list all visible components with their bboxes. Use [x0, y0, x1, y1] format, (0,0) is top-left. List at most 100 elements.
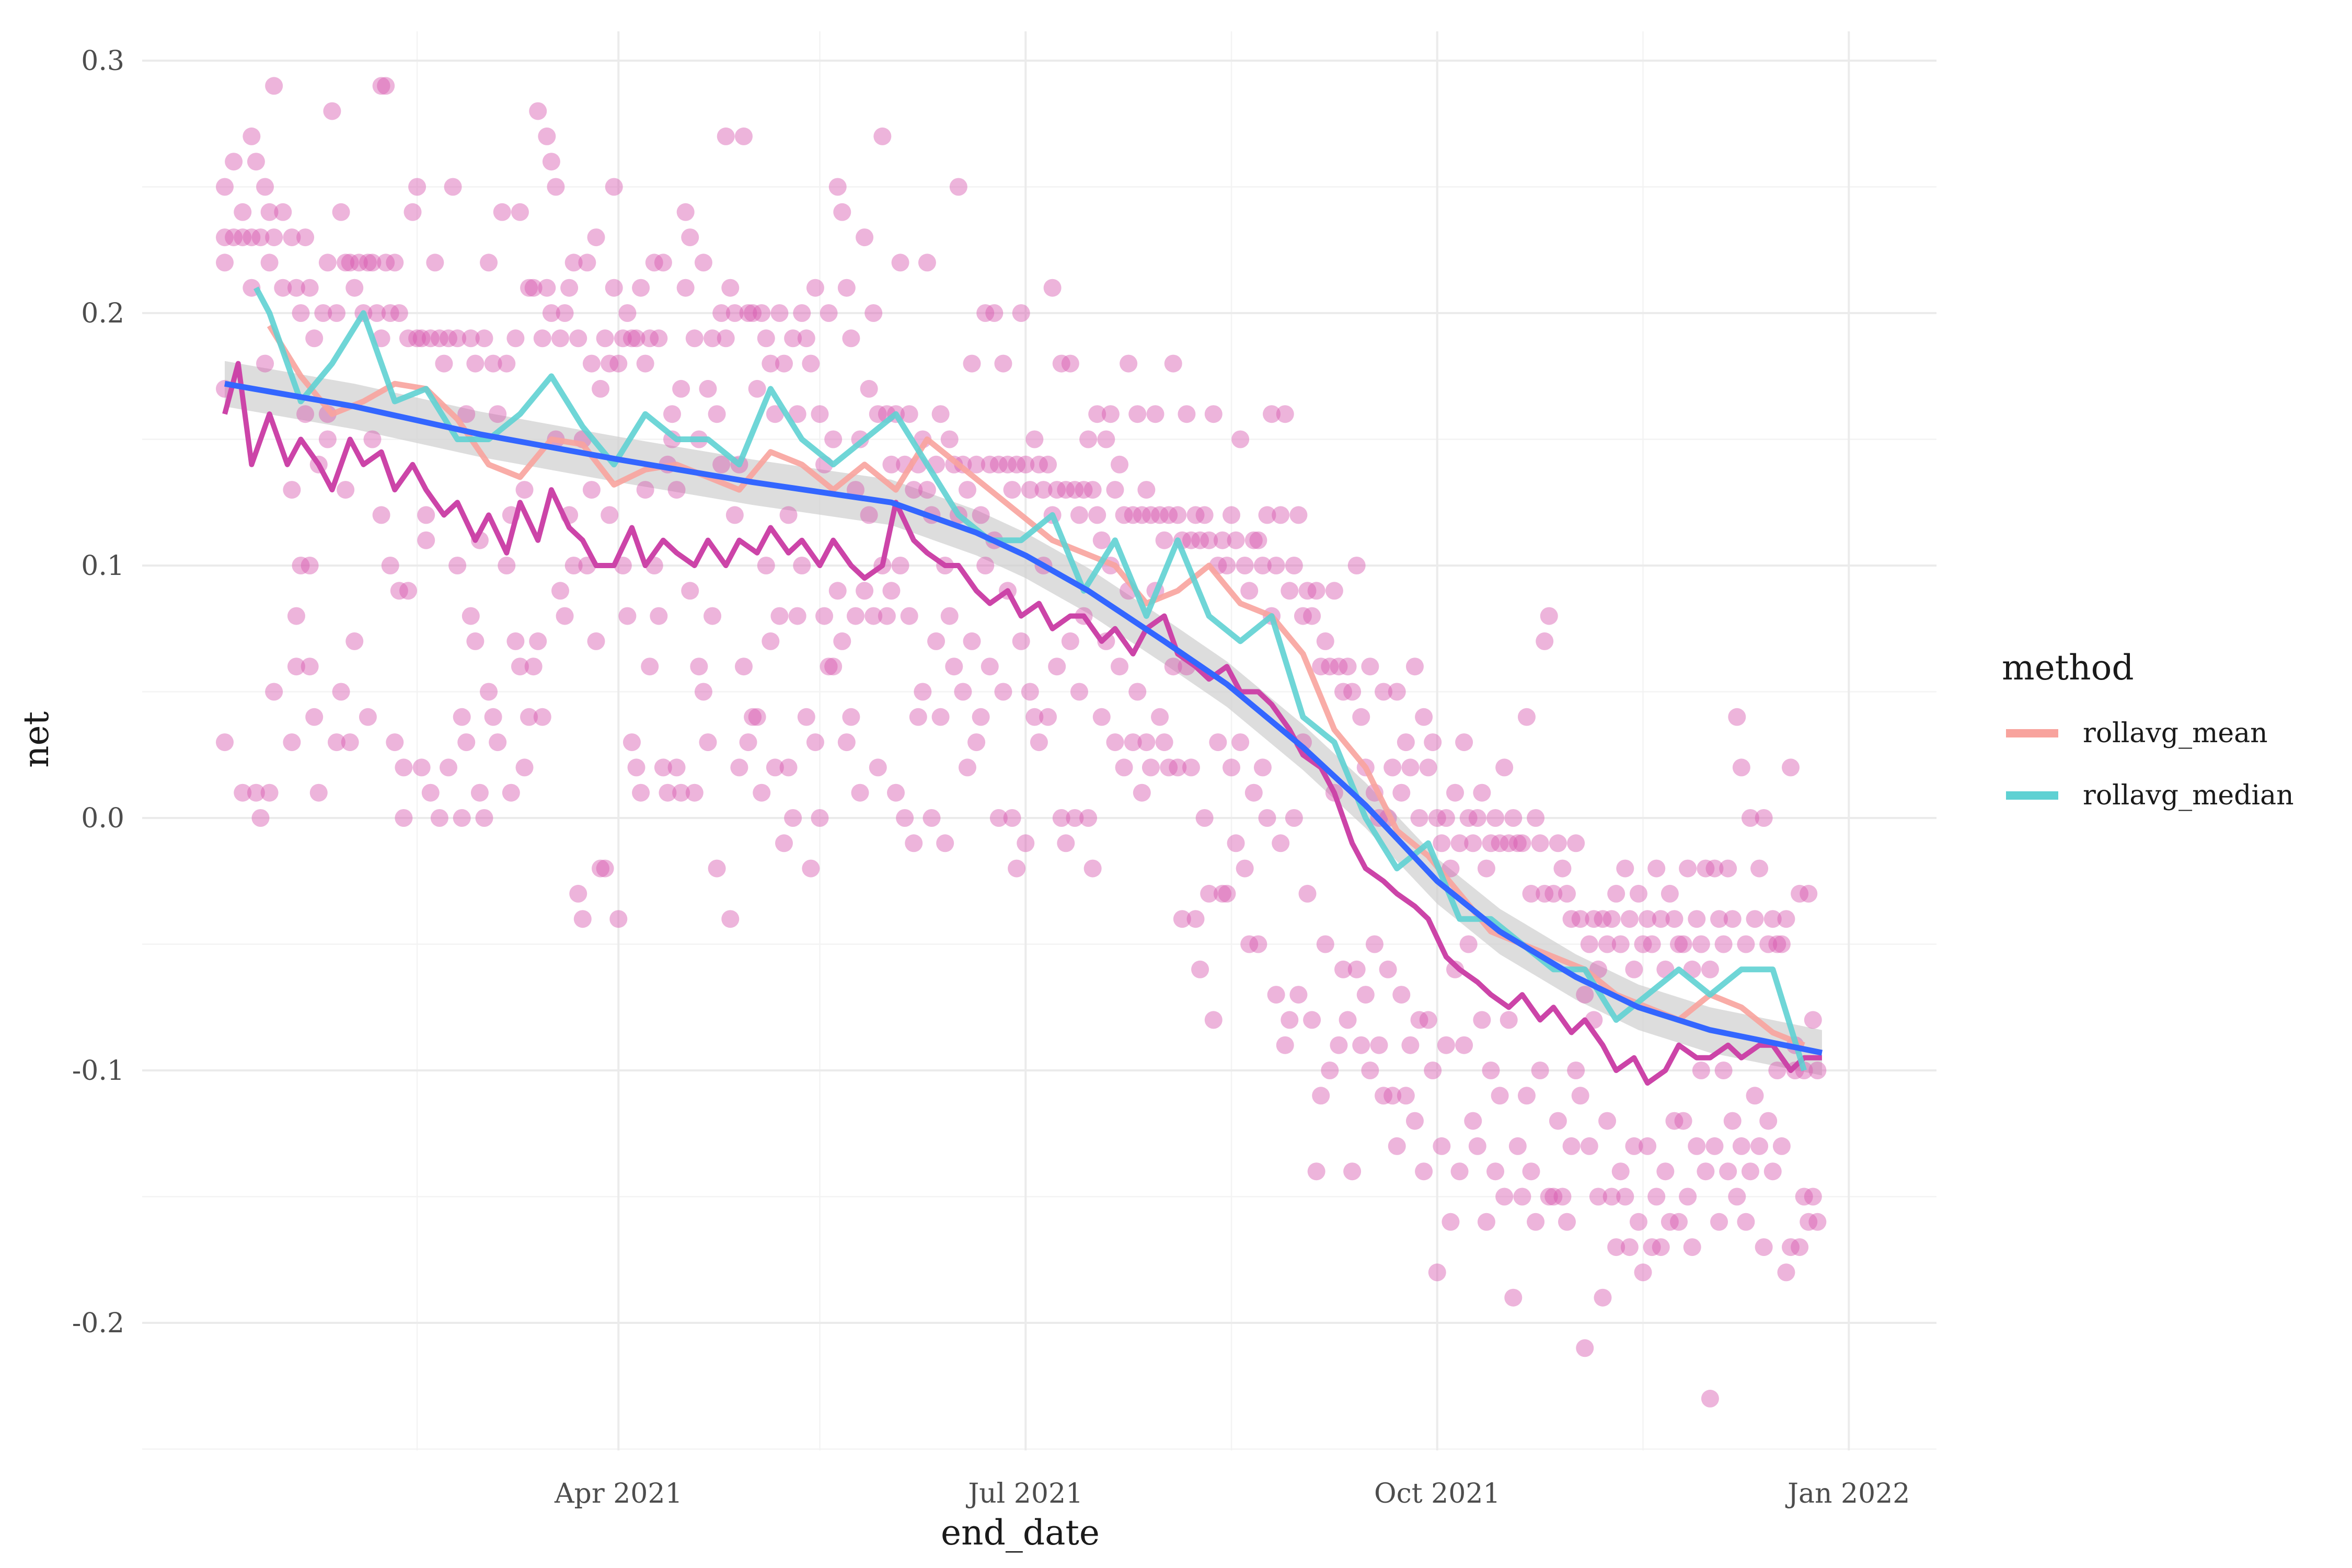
- scatter-point: [1562, 910, 1581, 928]
- scatter-point: [1352, 1036, 1370, 1054]
- scatter-point: [994, 683, 1012, 701]
- scatter-point: [1083, 481, 1102, 499]
- scatter-point: [506, 329, 525, 348]
- scatter-point: [260, 203, 279, 221]
- scatter-point: [739, 304, 757, 322]
- x-axis-title: end_date: [941, 1513, 1100, 1553]
- scatter-point: [1195, 506, 1214, 524]
- scatter-point: [949, 178, 967, 196]
- scatter-point: [1106, 481, 1124, 499]
- scatter-point: [1625, 960, 1643, 978]
- scatter-point: [1388, 683, 1406, 701]
- scatter-point: [1008, 859, 1026, 878]
- scatter-point: [650, 607, 668, 625]
- scatter-point: [1455, 733, 1473, 752]
- scatter-point: [667, 481, 686, 499]
- scatter-point: [1634, 1263, 1652, 1282]
- scatter-point: [1473, 783, 1491, 802]
- scatter-point: [1723, 1112, 1742, 1130]
- scatter-point: [1437, 809, 1455, 827]
- scatter-point: [247, 153, 265, 171]
- scatter-point: [891, 253, 909, 272]
- scatter-point: [1334, 960, 1352, 978]
- scatter-point: [234, 203, 252, 221]
- scatter-point: [614, 329, 632, 348]
- scatter-point: [958, 481, 976, 499]
- scatter-point: [592, 859, 610, 878]
- scatter-point: [489, 733, 507, 752]
- scatter-point: [520, 279, 538, 297]
- scatter-point: [403, 203, 422, 221]
- scatter-point: [931, 708, 950, 726]
- scatter-point: [1459, 809, 1478, 827]
- scatter-point: [511, 203, 529, 221]
- scatter-point: [341, 253, 359, 272]
- scatter-point: [1697, 859, 1715, 878]
- scatter-point: [1253, 557, 1272, 574]
- scatter-point: [498, 557, 516, 574]
- scatter-point: [1142, 758, 1160, 777]
- scatter-point: [802, 354, 820, 373]
- scatter-point: [216, 228, 234, 247]
- scatter-point: [421, 329, 440, 348]
- scatter-point: [564, 557, 583, 574]
- scatter-point: [954, 683, 972, 701]
- scatter-point: [533, 708, 551, 726]
- scatter-point: [1723, 910, 1742, 928]
- scatter-point: [811, 809, 829, 827]
- scatter-point: [292, 557, 310, 574]
- scatter-point: [1562, 1137, 1581, 1155]
- scatter-point: [1688, 910, 1706, 928]
- scatter-point: [234, 783, 252, 802]
- scatter-point: [748, 708, 766, 726]
- scatter-point: [1397, 733, 1415, 752]
- y-tick-label: -0.2: [72, 1308, 124, 1339]
- scatter-point: [645, 253, 663, 272]
- scatter-point: [667, 758, 686, 777]
- scatter-point: [1652, 910, 1670, 928]
- scatter-point: [1536, 884, 1554, 903]
- scatter-point: [1625, 1137, 1643, 1155]
- scatter-point: [1558, 1213, 1576, 1231]
- scatter-point: [1155, 733, 1173, 752]
- scatter-point: [1616, 859, 1634, 878]
- scatter-point: [721, 910, 740, 928]
- scatter-point: [444, 178, 462, 196]
- scatter-point: [587, 228, 605, 247]
- scatter-point: [1629, 884, 1647, 903]
- scatter-point: [1567, 1062, 1585, 1079]
- scatter-point: [1491, 834, 1509, 852]
- y-tick-label: 0.1: [81, 550, 124, 582]
- scatter-point: [734, 658, 753, 676]
- scatter-point: [775, 834, 793, 852]
- scatter-point: [1571, 1087, 1589, 1105]
- scatter-point: [1701, 1389, 1719, 1408]
- scatter-point: [1142, 506, 1160, 524]
- scatter-point: [1375, 683, 1393, 701]
- scatter-point: [1531, 1062, 1549, 1079]
- scatter-point: [1437, 1036, 1455, 1054]
- scatter-point: [1763, 1162, 1782, 1181]
- scatter-point: [1401, 758, 1420, 777]
- scatter-point: [1227, 834, 1245, 852]
- scatter-point: [1656, 1162, 1675, 1181]
- scatter-point: [529, 632, 547, 650]
- scatter-point: [900, 607, 918, 625]
- scatter-point: [251, 228, 270, 247]
- scatter-point: [538, 127, 556, 145]
- scatter-point: [1500, 834, 1518, 852]
- scatter-point: [1003, 481, 1021, 499]
- scatter-point: [1419, 758, 1437, 777]
- scatter-point: [744, 708, 762, 726]
- scatter-point: [1728, 1187, 1746, 1206]
- scatter-point: [1486, 809, 1505, 827]
- scatter-point: [556, 607, 574, 625]
- scatter-point: [1674, 935, 1692, 953]
- scatter-point: [283, 228, 301, 247]
- scatter-point: [1267, 557, 1285, 574]
- scatter-point: [470, 783, 489, 802]
- scatter-point: [878, 607, 896, 625]
- scatter-point: [1186, 910, 1205, 928]
- scatter-point: [1473, 1011, 1491, 1029]
- scatter-point: [784, 329, 802, 348]
